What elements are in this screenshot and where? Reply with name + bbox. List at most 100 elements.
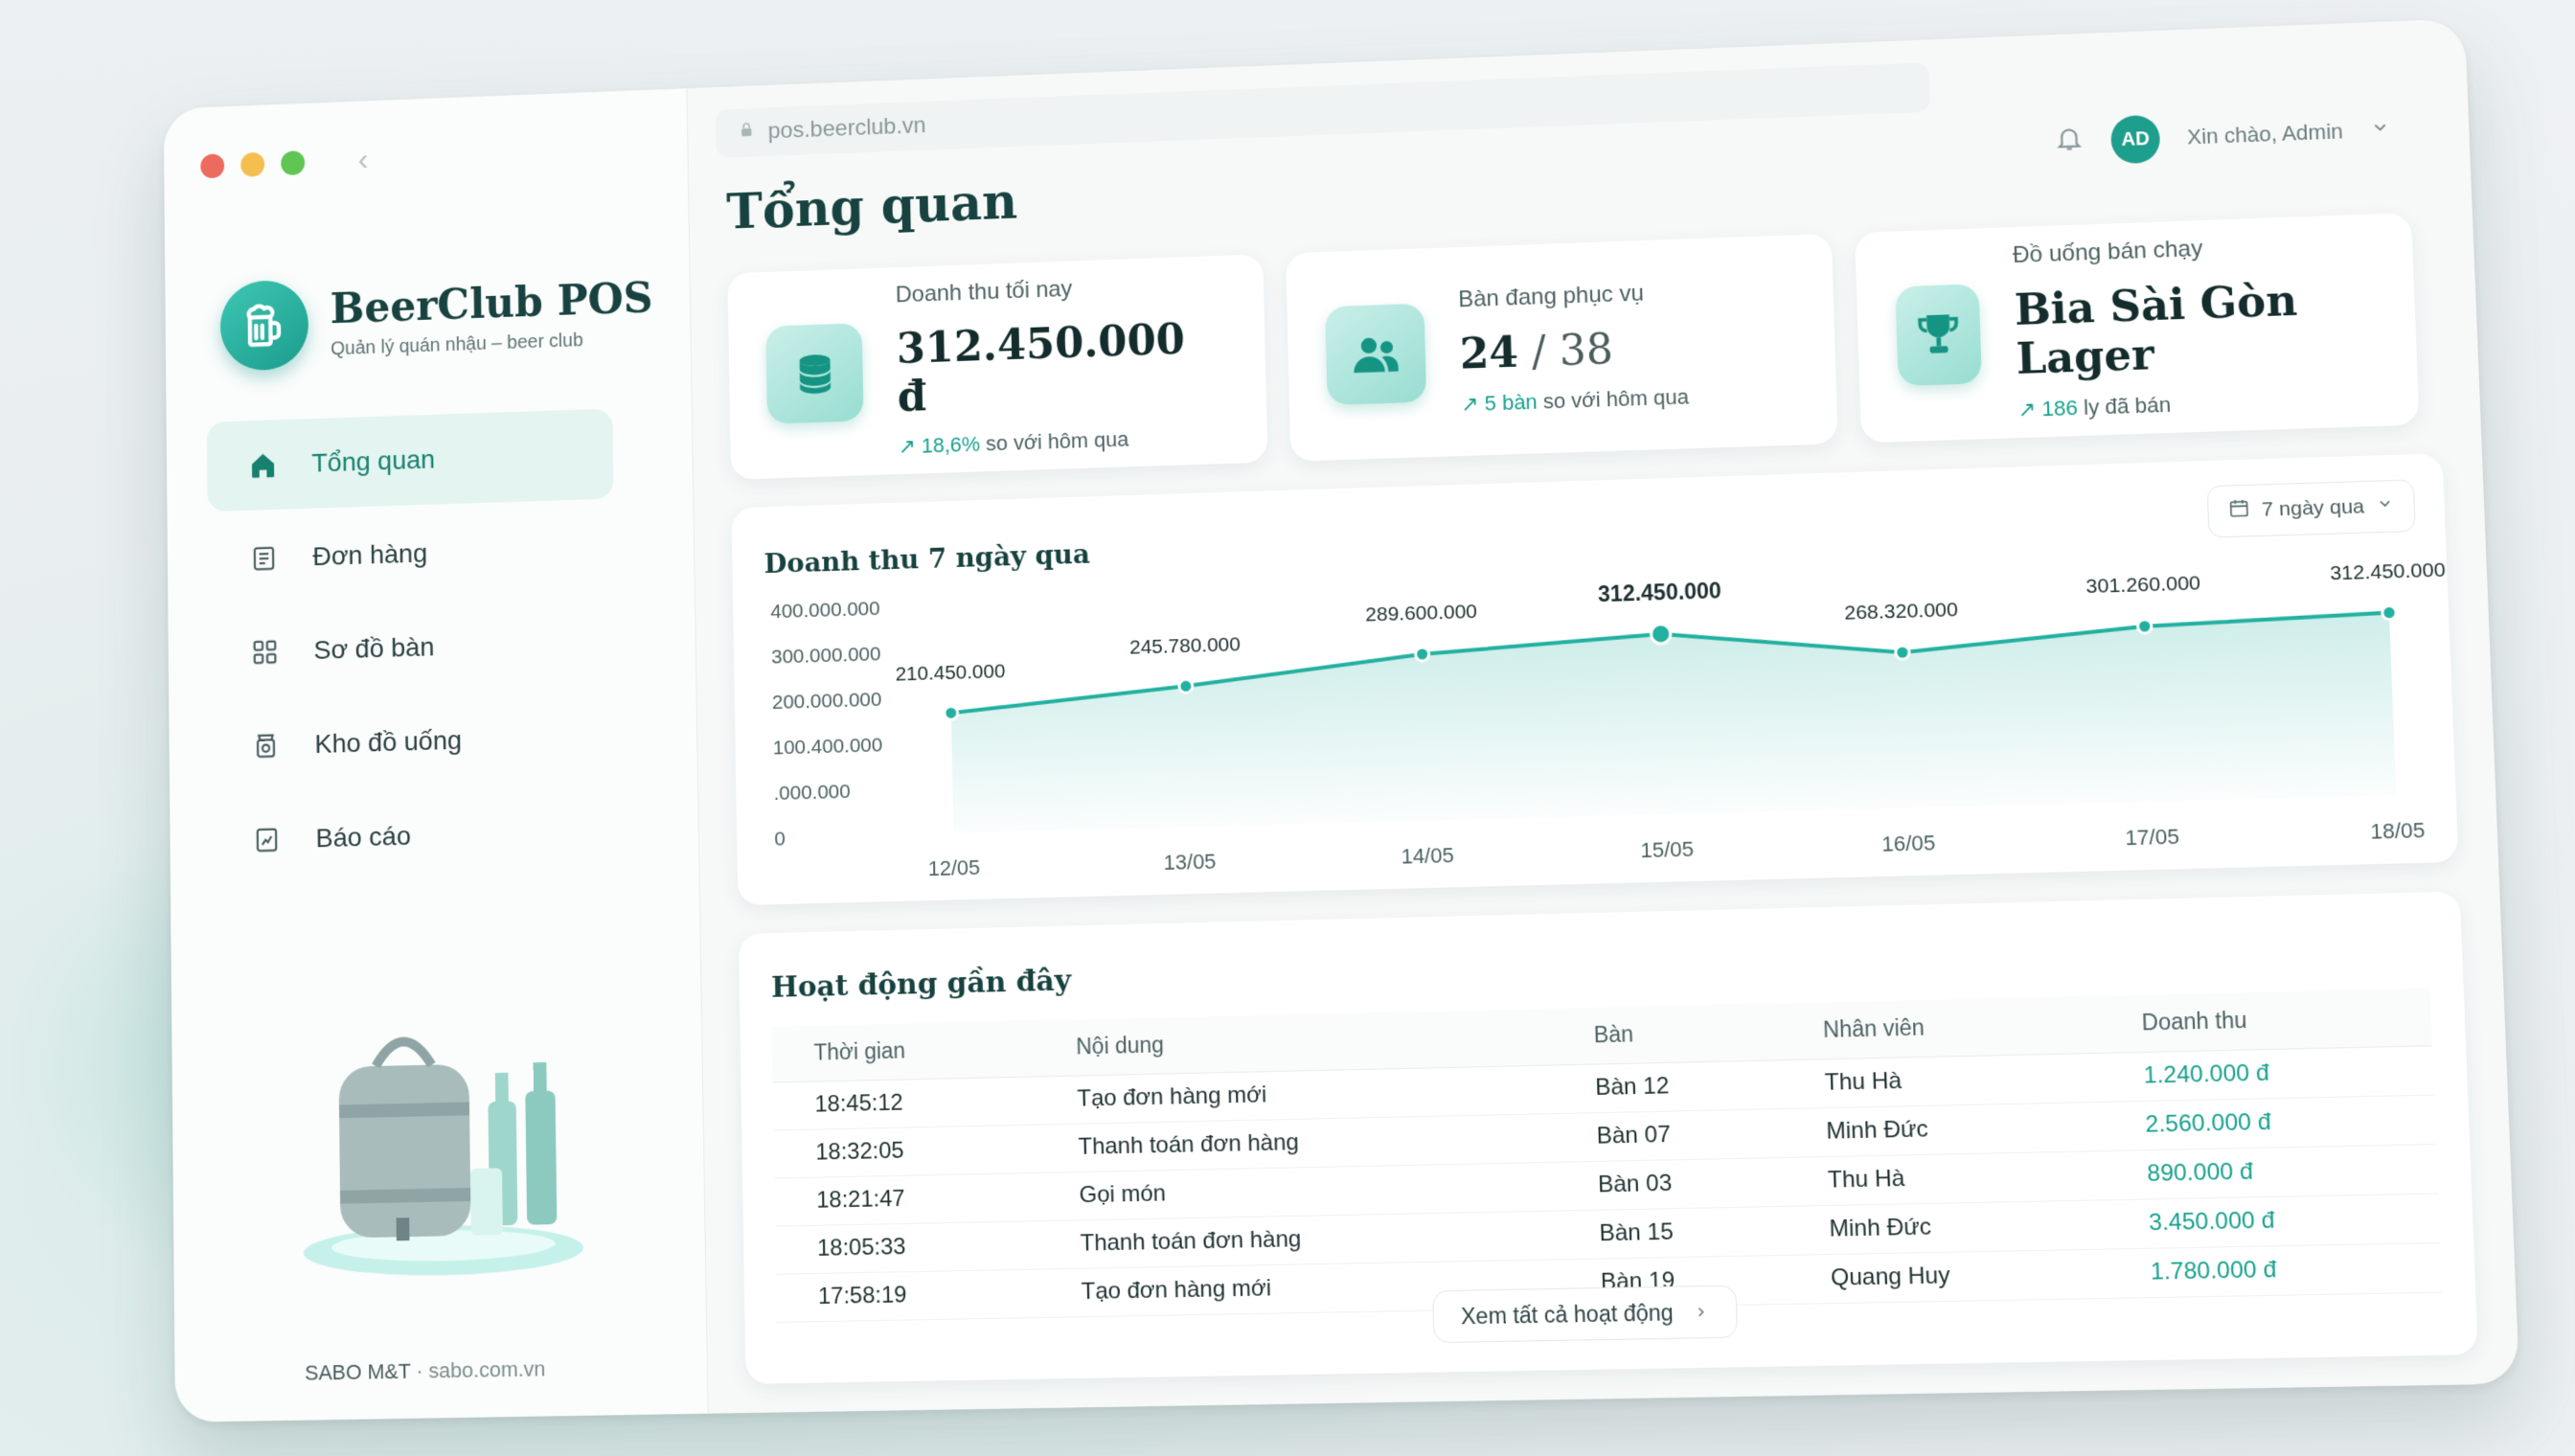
cell-staff: Quang Huy [1787,1249,2108,1304]
date-range-dropdown[interactable]: 7 ngày qua [2207,479,2416,537]
sidebar-menu: Tổng quan Đơn hàng Sơ đồ bàn Kho đồ uống [207,409,620,891]
stat-delta-value: ↗ 186 [2017,396,2078,421]
footer-site-link[interactable]: · sabo.com.vn [416,1356,545,1382]
footer-company: SABO M&T [305,1359,411,1385]
x-tick-label: 17/05 [2125,824,2179,850]
coins-icon [765,323,864,423]
maximize-window-button[interactable] [281,150,305,175]
cell-time: 18:21:47 [774,1172,1037,1226]
chevron-down-icon[interactable] [2370,118,2391,144]
cell-table: Bàn 03 [1555,1157,1786,1211]
cell-staff: Thu Hà [1784,1150,2105,1206]
data-label: 245.780.000 [1129,633,1241,659]
brand-subtitle: Quản lý quán nhậu – beer club [330,328,653,360]
see-all-activity-button[interactable]: Xem tất cả hoạt động [1432,1285,1738,1343]
url-text: pos.beerclub.vn [767,113,926,146]
chevron-right-icon [1693,1299,1709,1326]
data-point [2382,605,2397,620]
greeting-text[interactable]: Xin chào, Admin [2187,119,2344,149]
activity-table: Thời gian Nội dung Bàn Nhân viên Doanh t… [772,989,2442,1323]
lock-icon [738,120,755,147]
report-icon [251,824,283,856]
stat-delta: ↗ 186 ly đã bán [2017,386,2380,423]
stat-label: Doanh thu tối nay [896,271,1226,309]
data-point [1179,679,1193,693]
sidebar-item-bao-cao[interactable]: Báo cáo [210,785,619,887]
recent-activity-card: Hoạt động gần đây Thời gian Nội dung Bàn… [739,892,2478,1384]
y-tick-label: 200.000.000 [772,689,882,714]
brand[interactable]: BeerClub POS Quản lý quán nhậu – beer cl… [220,267,654,372]
calendar-icon [2228,497,2251,525]
sidebar-item-label: Sơ đồ bàn [313,632,434,666]
stat-card-top-drink[interactable]: Đồ uống bán chạy Bia Sài Gòn Lager ↗ 186… [1855,213,2420,443]
data-label: 312.450.000 [1598,579,1722,606]
stat-value-main: 24 [1459,328,1519,378]
sidebar-item-so-do-ban[interactable]: Sơ đồ bàn [209,597,617,699]
sidebar-footer: SABO M&T · sabo.com.vn [305,1356,546,1385]
revenue-chart-card: Doanh thu 7 ngày qua 7 ngày qua 0.000.00… [731,453,2458,905]
user-area: AD Xin chào, Admin [2054,106,2391,167]
page-title: Tổng quan [726,172,1018,240]
y-tick-label: 0 [774,828,786,850]
avatar[interactable]: AD [2110,115,2161,165]
sidebar: ‹ BeerClub POS Quản lý quán nhậu – beer … [164,88,709,1422]
brand-name: BeerClub POS [330,274,652,333]
stat-label: Đồ uống bán chạy [2012,230,2373,269]
data-label: 210.450.000 [895,660,1005,685]
beer-keg-illustration [291,994,593,1286]
main-content: pos.beerclub.vn AD Xin chào, Admin Tổng … [687,18,2519,1413]
stat-value: 24 / 38 [1459,322,1688,378]
address-bar[interactable]: pos.beerclub.vn [716,62,1930,158]
data-label: 268.320.000 [1844,599,1958,625]
cell-time: 18:32:05 [774,1125,1037,1178]
x-tick-label: 16/05 [1881,830,1936,856]
inventory-icon [250,730,282,762]
stat-delta: ↗ 5 bàn so với hôm qua [1461,384,1689,417]
stat-delta-value: ↗ 18,6% [899,432,981,458]
data-point [2137,620,2152,634]
stat-card-revenue[interactable]: Doanh thu tối nay 312.450.000 đ ↗ 18,6% … [727,254,1267,480]
back-arrow-icon[interactable]: ‹ [357,142,368,178]
sidebar-item-label: Báo cáo [315,821,411,853]
minimize-window-button[interactable] [240,151,264,176]
cell-table: Bàn 07 [1553,1108,1784,1162]
y-tick-label: 400.000.000 [770,598,880,624]
column-header-table: Bàn [1550,1003,1781,1064]
close-window-button[interactable] [200,153,224,178]
cell-time: 17:58:19 [776,1269,1039,1322]
x-tick-label: 12/05 [928,855,981,881]
table-layout-icon [249,636,281,669]
chart-title: Doanh thu 7 ngày qua [763,538,1090,580]
data-label: 289.600.000 [1365,601,1477,626]
sidebar-item-label: Kho đồ uống [314,725,462,760]
cell-revenue: 1.240.000 đ [2100,1045,2434,1102]
sidebar-item-tong-quan[interactable]: Tổng quan [207,409,614,512]
column-header-revenue: Doanh thu [2098,989,2432,1053]
stat-value: 312.450.000 đ [896,314,1228,421]
cell-table: Bàn 12 [1552,1059,1783,1113]
column-header-staff: Nhân viên [1779,996,2099,1060]
cell-time: 18:45:12 [773,1077,1036,1130]
stat-delta-text: so với hôm qua [980,427,1129,456]
stats-row: Doanh thu tối nay 312.450.000 đ ↗ 18,6% … [727,213,2419,480]
data-label: 301.260.000 [2085,572,2200,598]
app-window: ‹ BeerClub POS Quản lý quán nhậu – beer … [164,18,2519,1422]
stat-card-tables[interactable]: Bàn đang phục vụ 24 / 38 ↗ 5 bàn so với … [1286,234,1838,462]
bell-icon[interactable] [2054,123,2085,162]
cell-time: 18:05:33 [775,1220,1038,1274]
revenue-line-chart: 0 .000.000 100.400.000 200.000.000 300.000.0… [733,540,2458,896]
x-tick-label: 15/05 [1640,836,1694,862]
sidebar-item-label: Tổng quan [311,444,435,478]
stat-value: Bia Sài Gòn Lager [2014,274,2378,384]
window-controls: ‹ [200,142,369,184]
data-point [1896,646,1910,660]
cell-staff: Minh Đức [1786,1199,2107,1255]
cell-staff: Minh Đức [1783,1102,2103,1157]
sidebar-item-don-hang[interactable]: Đơn hàng [208,502,616,604]
data-point [1651,625,1671,645]
home-icon [247,448,279,481]
stat-label: Bàn đang phục vụ [1458,279,1686,313]
date-range-label: 7 ngày qua [2262,495,2365,522]
sidebar-item-kho-do-uong[interactable]: Kho đồ uống [209,691,618,792]
see-all-label: Xem tất cả hoạt động [1461,1299,1674,1329]
